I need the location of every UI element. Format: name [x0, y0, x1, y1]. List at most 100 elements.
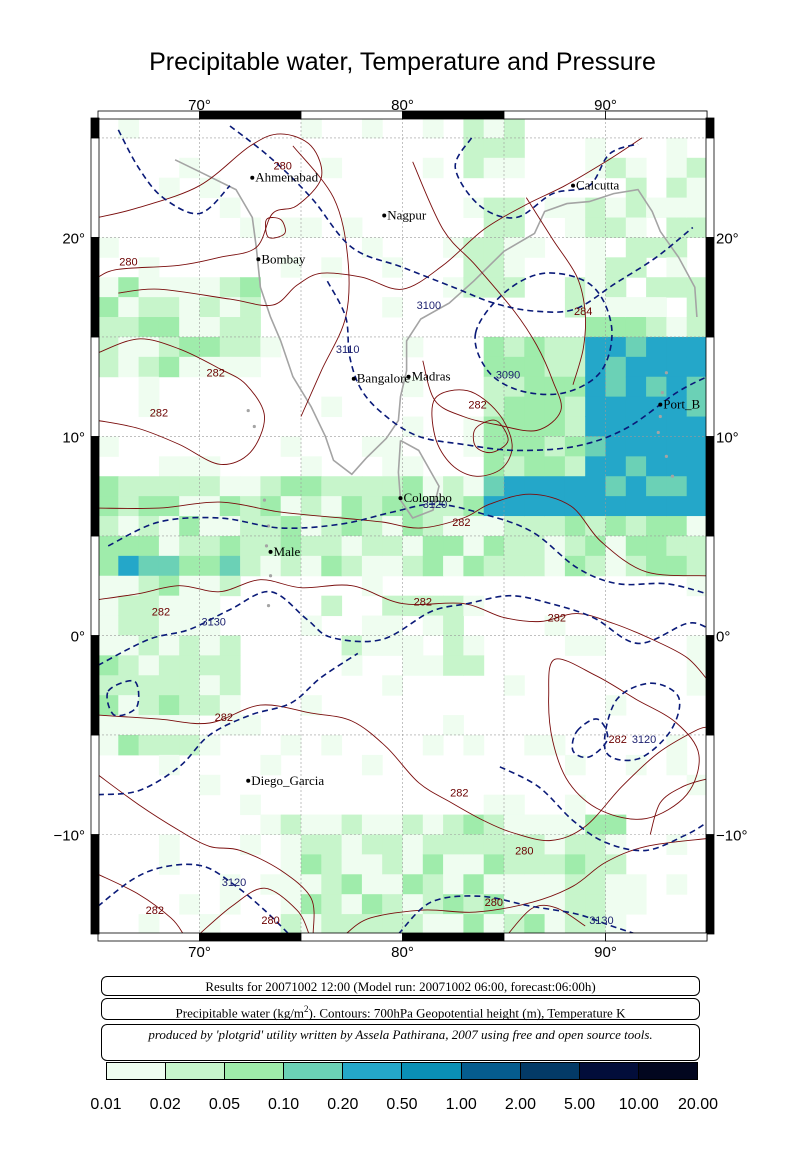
height-contour: [107, 503, 708, 595]
pw-cell: [585, 356, 606, 378]
latitude-label: 10°: [716, 429, 739, 446]
pw-cell: [585, 894, 606, 915]
pw-cell: [138, 336, 160, 358]
latitude-label: 10°: [62, 429, 85, 446]
pw-cell: [666, 734, 688, 756]
pw-cell: [666, 476, 688, 497]
pw-cell: [98, 635, 119, 656]
pw-cell: [443, 854, 464, 875]
pw-cell: [564, 794, 586, 816]
pw-cell: [280, 257, 302, 278]
pw-cell: [260, 336, 282, 358]
pw-cell: [158, 655, 180, 676]
pw-cell: [98, 336, 119, 358]
pw-cell: [98, 655, 119, 676]
pw-cell: [422, 595, 444, 617]
temperature-contour-label: 282: [548, 613, 566, 625]
pw-cell: [158, 456, 180, 477]
pw-cell: [564, 854, 586, 875]
pw-cell: [158, 277, 180, 298]
pw-cell: [585, 277, 606, 298]
pw-cell: [219, 555, 241, 577]
temperature-contour: [97, 873, 184, 935]
results-caption: Results for 20071002 12:00 (Model run: 2…: [101, 976, 700, 996]
pw-cell: [646, 197, 667, 219]
city-male: Male: [268, 544, 300, 559]
pw-cell: [402, 535, 424, 557]
pw-cell: [686, 555, 708, 577]
city-label: Bangalore: [357, 371, 411, 386]
pw-cell: [361, 237, 383, 258]
pw-cell: [463, 655, 485, 676]
height-contour-label: 3120: [423, 499, 447, 511]
pw-cell: [118, 317, 140, 338]
variables-caption-suffix: ). Contours: 700hPa Geopotential height …: [308, 1005, 626, 1021]
pw-cell: [686, 456, 708, 477]
pw-cell: [564, 436, 586, 457]
pw-cell: [483, 157, 505, 179]
colorbar-label: 0.05: [208, 1096, 240, 1113]
frame-segment: [199, 932, 302, 942]
pw-cell: [625, 416, 647, 437]
frame-segment: [605, 110, 708, 120]
pw-cell: [605, 476, 627, 497]
pw-cell: [321, 854, 343, 875]
pw-cell: [483, 476, 505, 497]
pw-cell: [382, 476, 403, 497]
pw-cell: [666, 157, 688, 179]
height-contour: [603, 682, 681, 762]
pw-cell: [564, 834, 586, 855]
pw-cell: [138, 914, 160, 935]
pw-cell: [463, 535, 485, 557]
latitude-label: 20°: [62, 230, 85, 247]
pw-cell: [118, 734, 140, 756]
pw-cell: [98, 277, 119, 298]
pw-cell: [199, 496, 221, 517]
pw-cell: [646, 535, 667, 557]
pw-cell: [483, 456, 505, 477]
pw-cell: [240, 516, 261, 537]
island-dot: [656, 430, 660, 435]
pw-cell: [280, 516, 302, 537]
pw-cell: [219, 535, 241, 557]
pw-cell: [544, 336, 566, 358]
pw-cell: [666, 416, 688, 437]
city-label: Nagpur: [387, 208, 427, 223]
pw-cell: [605, 376, 627, 398]
pw-cell: [158, 496, 180, 517]
pw-cell: [98, 675, 119, 696]
pw-cell: [564, 635, 586, 656]
pw-cell: [625, 874, 647, 895]
pw-cell: [646, 456, 667, 477]
pw-cell: [524, 814, 546, 835]
pw-cell: [219, 635, 241, 656]
pw-cell: [585, 496, 606, 517]
pw-cell: [625, 317, 647, 338]
pw-cell: [564, 894, 586, 915]
pw-cell: [280, 555, 302, 577]
temperature-contour: [199, 887, 310, 935]
pw-cell: [564, 336, 586, 358]
pw-cell: [179, 894, 200, 915]
pw-cell: [463, 237, 485, 258]
pw-cell: [443, 914, 464, 935]
height-contour: [106, 679, 140, 717]
temperature-contour-label: 280: [485, 897, 503, 909]
pw-cell: [341, 535, 363, 557]
pw-cell: [564, 297, 586, 318]
pw-cell: [686, 655, 708, 676]
pw-cell: [564, 277, 586, 298]
pw-cell: [463, 157, 485, 179]
pw-cell: [402, 874, 424, 895]
pw-cell: [524, 535, 546, 557]
pw-cell: [260, 754, 282, 776]
pw-cell: [402, 595, 424, 617]
temperature-contour: [507, 904, 586, 935]
pw-cell: [504, 336, 525, 358]
pw-cell: [585, 854, 606, 875]
pw-cell: [138, 297, 160, 318]
pw-cell: [625, 376, 647, 398]
pw-cell: [443, 516, 464, 537]
pw-cell: [585, 237, 606, 258]
pw-cell: [504, 217, 525, 238]
